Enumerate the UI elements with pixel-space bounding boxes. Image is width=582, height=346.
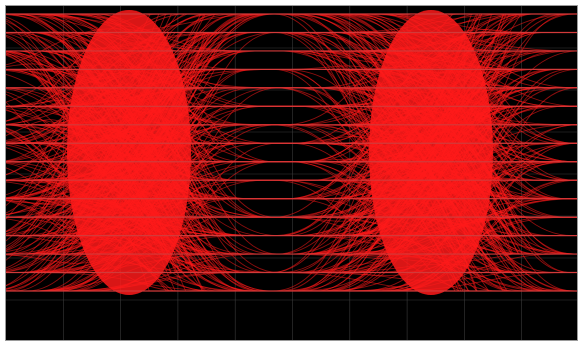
eye-crossing-region xyxy=(369,10,493,295)
oscilloscope-screen xyxy=(5,5,578,341)
eye-trace xyxy=(387,272,577,292)
signal-level-lines xyxy=(6,13,577,292)
eye-trace xyxy=(395,253,577,292)
eye-diagram-display xyxy=(6,6,577,340)
eye-crossing-region xyxy=(67,10,191,295)
eye-traces xyxy=(6,10,577,295)
